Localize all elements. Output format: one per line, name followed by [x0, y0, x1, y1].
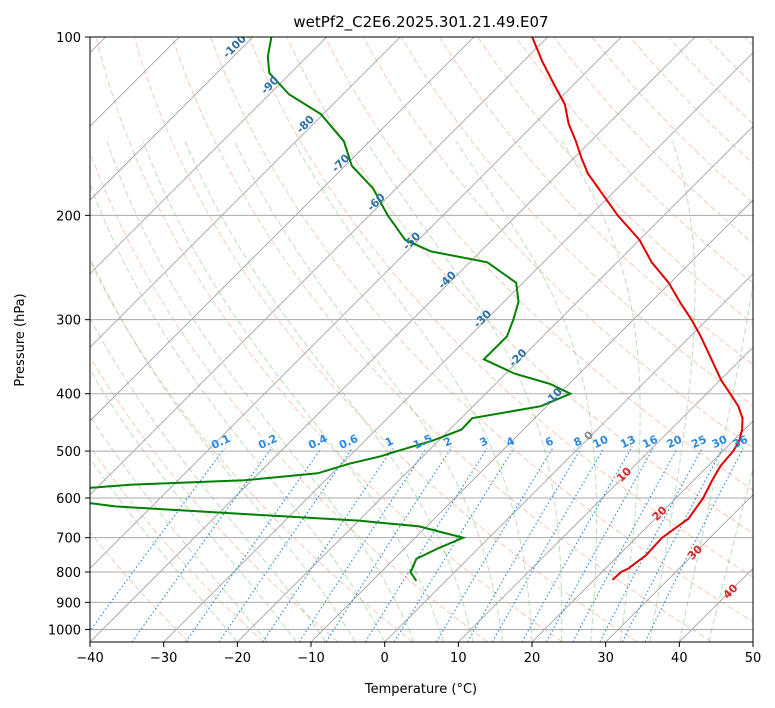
x-axis: −40 −30 −20 −10 0 10 20 30 40 50: [76, 642, 761, 666]
data-lines-layer: [90, 37, 744, 582]
dry-adiabat-line: [90, 356, 339, 642]
dry-adiabat-line: [133, 37, 638, 642]
isotherm-line: [90, 37, 327, 275]
x-tick-label: 10: [450, 651, 467, 666]
y-tick-label: 100: [56, 31, 81, 46]
temperature-profile-line: [531, 37, 744, 581]
dry-adiabat-line: [400, 37, 753, 407]
dry-adiabat-line: [90, 531, 190, 642]
mixing-ratio-label: 13: [618, 433, 637, 451]
mixing-ratio-line: [393, 448, 515, 642]
mixing-ratio-line: [298, 448, 427, 642]
isotherm-line: [531, 420, 753, 642]
x-tick-label: 40: [671, 651, 688, 666]
isotherm-line: [384, 273, 753, 642]
isotherm-line: [310, 199, 753, 642]
mixing-ratio-line: [185, 448, 322, 642]
mixing-ratio-line: [90, 448, 225, 632]
dry-adiabat-line: [171, 37, 712, 642]
x-tick-label: −30: [150, 651, 177, 666]
y-tick-label: 300: [56, 314, 81, 329]
mixing-ratio-label: 25: [689, 433, 708, 451]
x-tick-label: 30: [597, 651, 614, 666]
isotherm-line: [90, 37, 622, 569]
plot-frame: [89, 36, 754, 643]
isotherm-line: [90, 37, 475, 422]
mixing-ratio-label: 30: [710, 433, 730, 451]
mixing-ratio-label: 16: [640, 433, 660, 451]
isotherm-line: [458, 346, 753, 642]
mixing-ratio-label: 20: [665, 433, 685, 451]
x-tick-label: 50: [745, 651, 762, 666]
dry-adiabat-line: [90, 445, 264, 642]
y-axis-label: Pressure (hPa): [13, 293, 28, 386]
isotherm-line: [90, 37, 401, 348]
background-lines-layer: [90, 37, 753, 642]
mixing-ratio-line: [325, 448, 452, 642]
dewpoint-profile-line: [90, 37, 573, 582]
y-tick-label: 400: [56, 388, 81, 403]
dry-adiabat-line: [438, 37, 753, 366]
x-tick-label: 20: [524, 651, 541, 666]
dry-adiabat-line: [90, 150, 488, 642]
mixing-ratio-label: 36: [731, 433, 751, 451]
mixing-ratio-line: [644, 448, 744, 642]
mixing-ratio-line: [491, 448, 605, 642]
mixing-ratio-line: [621, 448, 723, 642]
y-tick-label: 700: [56, 532, 81, 547]
y-tick-label: 500: [56, 445, 81, 460]
mixing-ratio-line: [572, 448, 678, 642]
y-tick-label: 200: [56, 209, 81, 224]
x-tick-label: −10: [297, 651, 324, 666]
mixing-ratio-line: [131, 448, 272, 642]
isotherm-line: [90, 37, 254, 201]
dry-adiabat-line: [95, 37, 563, 642]
dry-adiabat-line: [515, 37, 753, 284]
mixing-ratio-line: [262, 448, 393, 642]
x-axis-label: Temperature (°C): [364, 682, 477, 697]
x-tick-label: −40: [76, 651, 103, 666]
mixing-ratio-line: [599, 448, 703, 642]
y-tick-label: 900: [56, 596, 81, 611]
isotherm-line: [90, 37, 696, 642]
isotherm-line: [90, 37, 548, 496]
y-tick-label: 800: [56, 566, 81, 581]
mixing-ratio-line: [218, 448, 353, 642]
isotherm-line: [163, 52, 753, 642]
dry-adiabat-line: [248, 37, 753, 578]
y-tick-label: 1000: [48, 623, 81, 638]
y-tick-label: 600: [56, 492, 81, 507]
y-axis: 1000 900 800 700 600 500 400 300 200 100: [48, 31, 90, 638]
isotherm-line: [237, 125, 753, 642]
isotherm-line: [605, 494, 753, 642]
mixing-ratio-line: [467, 448, 582, 642]
mixing-ratio-label: 10: [591, 433, 611, 451]
x-tick-label: −20: [224, 651, 251, 666]
chart-title: wetPf2_C2E6.2025.301.21.49.E07: [293, 13, 548, 32]
x-tick-label: 0: [381, 651, 389, 666]
dry-adiabat-line: [210, 37, 753, 623]
